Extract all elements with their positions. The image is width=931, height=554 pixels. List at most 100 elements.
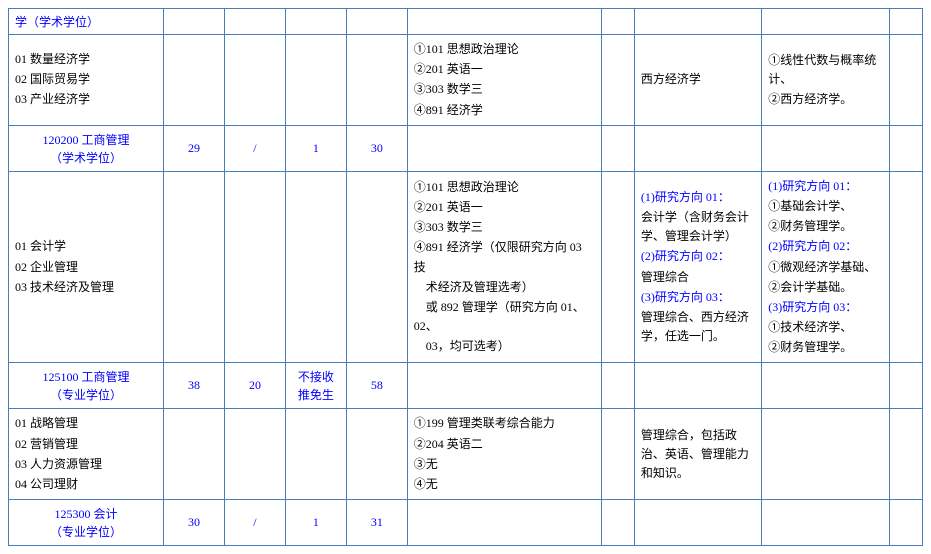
major-code: 125300 会计: [15, 505, 157, 522]
same-line: ①线性代数与概率统计、: [768, 51, 882, 89]
same-line: ②西方经济学。: [768, 90, 882, 109]
cell: [407, 9, 601, 35]
table-row: 学（学术学位）: [9, 9, 923, 35]
retest-text: 管理综合，包括政治、英语、管理能力和知识。: [641, 428, 749, 480]
same-text: ①基础会计学、: [768, 197, 882, 216]
exam-line: ④891 经济学: [414, 101, 595, 120]
table-row: 125100 工商管理 （专业学位） 38 20 不接收 推免生 58: [9, 363, 923, 409]
cell-retest: 西方经济学: [634, 35, 761, 126]
cell: [285, 35, 346, 126]
cell-num: 30: [346, 125, 407, 171]
degree-label: 学（学术学位）: [15, 15, 99, 29]
retest-text: 会计学（含财务会计学、管理会计学）: [641, 208, 755, 246]
exam-line: ②201 英语一: [414, 198, 595, 217]
retest-heading: (2)研究方向 02：: [641, 247, 755, 266]
cell: [164, 9, 225, 35]
cell: [601, 500, 634, 546]
cell: [285, 171, 346, 363]
cell: [164, 171, 225, 363]
cell-num: 1: [285, 125, 346, 171]
table-row: 01 会计学 02 企业管理 03 技术经济及管理 ①101 思想政治理论 ②2…: [9, 171, 923, 363]
same-text: ②财务管理学。: [768, 217, 882, 236]
direction-line: 03 人力资源管理: [15, 455, 157, 474]
retest-text: 西方经济学: [641, 72, 701, 86]
cell: [889, 125, 922, 171]
same-text: ①技术经济学、: [768, 318, 882, 337]
exam-line: 或 892 管理学（研究方向 01、02、: [414, 298, 595, 336]
cell: [889, 171, 922, 363]
cell: [601, 409, 634, 500]
cell: [601, 125, 634, 171]
same-text: ②财务管理学。: [768, 338, 882, 357]
retest-text: 管理综合、西方经济学，任选一门。: [641, 308, 755, 346]
exam-line: ①199 管理类联考综合能力: [414, 414, 595, 433]
cell-directions: 01 会计学 02 企业管理 03 技术经济及管理: [9, 171, 164, 363]
push-line: 不接收: [292, 368, 340, 385]
exam-line: 术经济及管理选考）: [414, 278, 595, 297]
cell: [762, 9, 889, 35]
cell-exam: ①101 思想政治理论 ②201 英语一 ③303 数学三 ④891 经济学: [407, 35, 601, 126]
cell: [346, 35, 407, 126]
major-type: （专业学位）: [15, 523, 157, 540]
retest-text: 管理综合: [641, 268, 755, 287]
cell-major-header: 125100 工商管理 （专业学位）: [9, 363, 164, 409]
cell-exam: ①199 管理类联考综合能力 ②204 英语二 ③无 ④无: [407, 409, 601, 500]
table-row: 125300 会计 （专业学位） 30 / 1 31: [9, 500, 923, 546]
retest-heading: (1)研究方向 01：: [641, 188, 755, 207]
cell: [762, 125, 889, 171]
direction-line: 02 国际贸易学: [15, 70, 157, 89]
direction-line: 02 企业管理: [15, 258, 157, 277]
cell: [164, 35, 225, 126]
exam-line: ③303 数学三: [414, 218, 595, 237]
cell: [634, 363, 761, 409]
exam-line: ①101 思想政治理论: [414, 40, 595, 59]
direction-line: 02 营销管理: [15, 435, 157, 454]
cell: [762, 363, 889, 409]
cell: [225, 409, 286, 500]
cell: [889, 9, 922, 35]
cell: [225, 35, 286, 126]
cell-major-header: 120200 工商管理 （学术学位）: [9, 125, 164, 171]
same-text: ①微观经济学基础、: [768, 258, 882, 277]
cell: [889, 409, 922, 500]
cell: [601, 171, 634, 363]
exam-line: ②201 英语一: [414, 60, 595, 79]
cell: [889, 363, 922, 409]
same-heading: (2)研究方向 02：: [768, 237, 882, 256]
major-type: （专业学位）: [15, 386, 157, 403]
cell: [889, 500, 922, 546]
cell-num: 31: [346, 500, 407, 546]
direction-line: 04 公司理财: [15, 475, 157, 494]
cell: [634, 500, 761, 546]
direction-line: 03 技术经济及管理: [15, 278, 157, 297]
direction-line: 01 战略管理: [15, 414, 157, 433]
cell: [225, 9, 286, 35]
table-row: 01 数量经济学 02 国际贸易学 03 产业经济学 ①101 思想政治理论 ②…: [9, 35, 923, 126]
direction-line: 01 数量经济学: [15, 50, 157, 69]
cell: [601, 363, 634, 409]
major-code: 120200 工商管理: [15, 131, 157, 148]
direction-line: 01 会计学: [15, 237, 157, 256]
exam-line: ④无: [414, 475, 595, 494]
cell-same: ①线性代数与概率统计、 ②西方经济学。: [762, 35, 889, 126]
cell-same: (1)研究方向 01： ①基础会计学、 ②财务管理学。 (2)研究方向 02： …: [762, 171, 889, 363]
cell-retest: (1)研究方向 01： 会计学（含财务会计学、管理会计学） (2)研究方向 02…: [634, 171, 761, 363]
direction-line: 03 产业经济学: [15, 90, 157, 109]
retest-heading: (3)研究方向 03：: [641, 288, 755, 307]
cell: [164, 409, 225, 500]
exam-line: ①101 思想政治理论: [414, 178, 595, 197]
push-line: 推免生: [292, 386, 340, 403]
cell-num: 29: [164, 125, 225, 171]
cell: [601, 35, 634, 126]
cell: [762, 500, 889, 546]
table-row: 01 战略管理 02 营销管理 03 人力资源管理 04 公司理财 ①199 管…: [9, 409, 923, 500]
cell: [346, 9, 407, 35]
major-type: （学术学位）: [15, 149, 157, 166]
exam-line: ③无: [414, 455, 595, 474]
cell: [407, 500, 601, 546]
admissions-table: 学（学术学位） 01 数量经济学 02 国际贸易学 03 产业经济学 ①101 …: [8, 8, 923, 546]
cell-num: 30: [164, 500, 225, 546]
cell: [889, 35, 922, 126]
exam-line: ③303 数学三: [414, 80, 595, 99]
cell: [762, 409, 889, 500]
